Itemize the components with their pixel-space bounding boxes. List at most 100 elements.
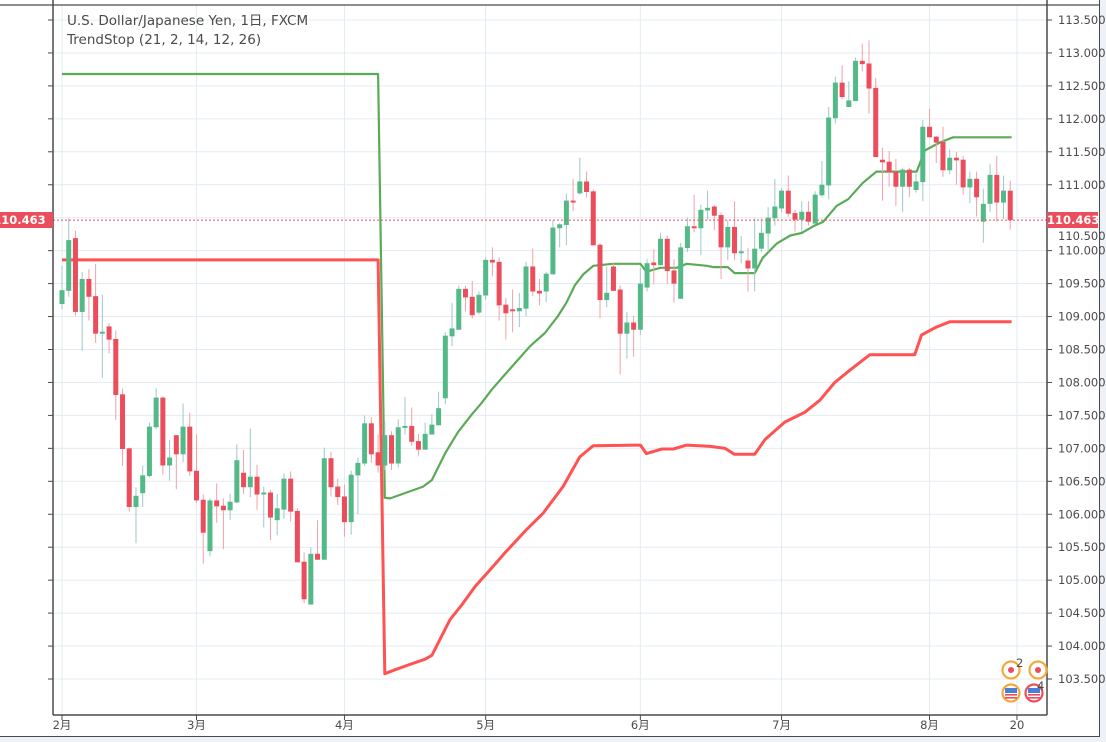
candle	[779, 188, 785, 213]
candle-body	[442, 335, 448, 399]
candle-body	[879, 159, 885, 163]
candle	[610, 263, 616, 291]
candle-body	[382, 435, 388, 466]
x-tick-label: 4月	[335, 718, 354, 732]
candle	[194, 434, 199, 504]
candle	[678, 242, 684, 299]
candle-body	[819, 184, 825, 196]
grid	[53, 5, 1047, 715]
candle-body	[684, 226, 690, 249]
y-tick-label: 112.500	[1058, 79, 1106, 93]
candle-body	[1007, 190, 1013, 221]
candle-body	[153, 397, 159, 428]
candle-body	[1001, 190, 1006, 203]
chart-legend: U.S. Dollar/Japanese Yen, 1日, FXCM Trend…	[67, 12, 308, 50]
candle	[368, 417, 374, 463]
candle-body	[745, 260, 751, 269]
candle-body	[960, 159, 966, 188]
y-tick-label: 106.000	[1058, 507, 1106, 521]
candle	[79, 271, 85, 351]
candle	[617, 285, 623, 375]
candle-body	[160, 397, 166, 466]
candle	[644, 259, 650, 292]
candle-body	[577, 181, 583, 194]
candle	[476, 291, 482, 315]
x-tick-label: 3月	[187, 718, 206, 732]
candle-body	[415, 441, 421, 450]
y-tick-label: 107.000	[1058, 441, 1106, 455]
candle	[879, 147, 885, 201]
candle	[415, 433, 421, 456]
candle	[557, 222, 563, 248]
candle-body	[389, 435, 395, 464]
candle	[99, 294, 105, 378]
candle	[66, 218, 72, 297]
candle	[160, 396, 166, 475]
candle-body	[476, 294, 482, 313]
candle-body	[536, 290, 542, 294]
candle-body	[375, 452, 381, 466]
candle	[120, 388, 126, 467]
candle-body	[799, 211, 805, 220]
candle	[933, 135, 939, 164]
us-flag-event-icon[interactable]: 4	[1024, 679, 1045, 703]
candle-body	[422, 433, 428, 450]
y-tick-label: 108.500	[1058, 343, 1106, 357]
candle	[920, 120, 926, 202]
candle	[980, 188, 986, 243]
candle	[146, 422, 152, 478]
candle-body	[947, 157, 953, 171]
candle	[214, 483, 220, 523]
candle	[409, 407, 415, 446]
last-price-tag-right: 110.463	[1047, 212, 1100, 229]
candle-body	[812, 194, 818, 224]
candle-body	[194, 470, 199, 501]
candle	[72, 230, 78, 316]
candle	[839, 65, 845, 100]
candle-body	[543, 273, 549, 292]
candle	[805, 201, 811, 226]
candle	[207, 498, 213, 557]
candle-body	[933, 136, 939, 143]
candle-body	[315, 553, 321, 560]
candle-body	[241, 472, 247, 488]
candle-body	[146, 426, 152, 477]
candle	[953, 151, 959, 185]
candle-body	[66, 240, 72, 291]
candle-body	[429, 424, 435, 435]
candle-body	[550, 227, 556, 275]
economic-event-icon[interactable]: 2	[1001, 656, 1024, 680]
candle-body	[140, 475, 146, 494]
candle-body	[725, 226, 731, 248]
candle-body	[348, 474, 354, 523]
candle	[267, 489, 273, 540]
trendstop-line	[62, 258, 1012, 676]
candle	[429, 414, 435, 435]
candle-body	[805, 211, 811, 222]
candle	[140, 465, 146, 508]
economic-event-icon[interactable]	[1028, 660, 1048, 680]
candle	[725, 220, 731, 260]
candle	[785, 175, 791, 218]
candle	[893, 159, 899, 206]
candle-body	[523, 266, 529, 309]
candle	[597, 243, 603, 319]
candle-body	[220, 505, 226, 511]
event-markers[interactable]: 2 4	[1001, 656, 1048, 703]
us-flag-event-icon[interactable]	[1001, 683, 1021, 703]
candle	[483, 257, 489, 301]
candle	[234, 444, 240, 504]
candle-body	[173, 435, 179, 455]
candle-body	[584, 181, 590, 192]
candle	[442, 332, 448, 405]
candle	[254, 464, 260, 510]
candle-body	[469, 296, 475, 316]
candle	[947, 149, 953, 175]
y-tick-label: 113.000	[1058, 46, 1106, 60]
indicator-title[interactable]: TrendStop (21, 2, 14, 12, 26)	[67, 32, 262, 48]
symbol-title[interactable]: U.S. Dollar/Japanese Yen, 1日, FXCM	[67, 13, 309, 29]
y-tick-label: 112.000	[1058, 112, 1106, 126]
